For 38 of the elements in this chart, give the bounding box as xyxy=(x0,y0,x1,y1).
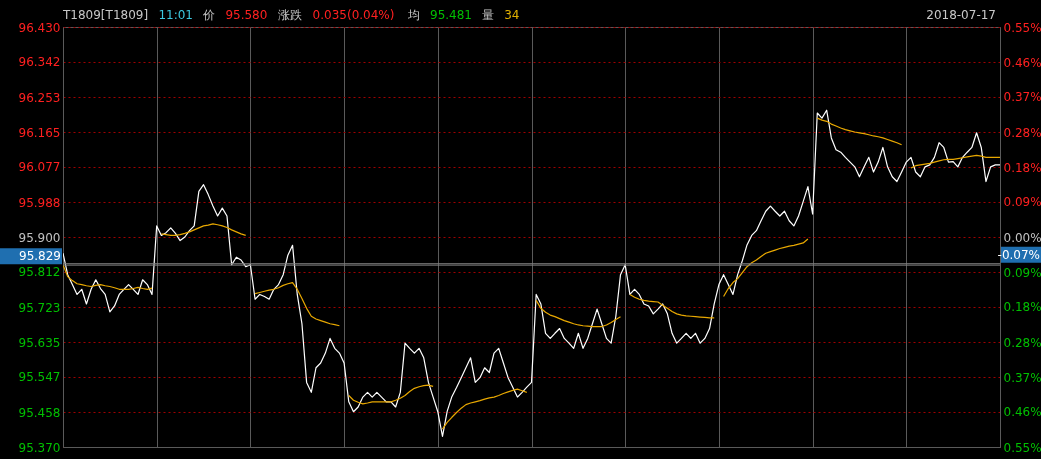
y-tick-label: 96.430 xyxy=(18,20,61,35)
y2-tick-label: 0.55% xyxy=(1003,20,1041,35)
y-tick-label: 95.635 xyxy=(18,335,61,350)
y-tick-label: 95.370 xyxy=(18,440,61,455)
y2-tick-label: 0.37% xyxy=(1003,370,1041,385)
y2-tick-label: 0.28% xyxy=(1003,125,1041,140)
y2-tick-label: 0.55% xyxy=(1003,440,1041,455)
text: 涨跌 xyxy=(277,8,302,22)
y2-tick-label: 0.37% xyxy=(1003,90,1041,105)
y-tick-label: 96.253 xyxy=(18,90,61,105)
y2-tick-label: 0.46% xyxy=(1003,55,1041,70)
text: 均 xyxy=(407,8,420,22)
y-tick-label: 95.988 xyxy=(18,195,61,210)
y2-tick-label: 0.46% xyxy=(1003,405,1041,420)
text: 2018-07-17 xyxy=(926,8,996,22)
chart-title: T1809[T1809] xyxy=(62,8,149,22)
y-tick-label: 96.077 xyxy=(18,160,61,175)
y-tick-label: 96.342 xyxy=(18,55,61,70)
text: 95.580 xyxy=(225,8,268,22)
y2-tick-label: 0.00% xyxy=(1003,230,1041,245)
y-tick-label: 95.547 xyxy=(18,370,61,385)
y-tick-label: 95.900 xyxy=(18,230,61,245)
text: 量 xyxy=(482,8,495,22)
ref-line-label: 95.829 xyxy=(19,249,61,264)
y2-tick-label: 0.09% xyxy=(1003,265,1041,280)
y2-tick-label: 0.28% xyxy=(1003,335,1041,350)
y-tick-label: 95.723 xyxy=(18,300,61,315)
text: 95.481 xyxy=(430,8,472,22)
y-tick-label: 96.165 xyxy=(18,125,61,140)
y2-tick-label: 0.09% xyxy=(1003,195,1041,210)
text: 34 xyxy=(504,8,520,22)
text: 价 xyxy=(202,8,216,22)
y-tick-label: 95.812 xyxy=(18,265,61,280)
text: 11:01 xyxy=(158,8,193,22)
text: 0.035(0.04%) xyxy=(312,8,395,22)
y2-tick-label: 0.18% xyxy=(1003,300,1041,315)
y-tick-label: 95.458 xyxy=(18,405,61,420)
y2-tick-label: 0.18% xyxy=(1003,160,1041,175)
